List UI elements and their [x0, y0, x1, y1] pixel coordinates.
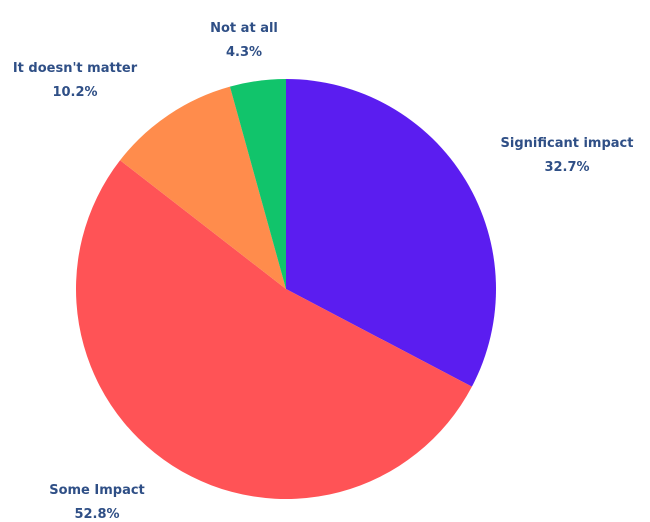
pie-slice-not-at-all — [229, 79, 286, 289]
pie-slice-some-impact — [76, 160, 472, 499]
pie-slice-significant-impact — [286, 79, 496, 387]
slice-percent-some-impact: 52.8% — [74, 507, 119, 522]
slice-percent-not-at-all: 4.3% — [226, 45, 262, 60]
pie-slice-it-doesn-t-matter — [120, 86, 286, 289]
slice-label-it-doesn-t-matter: It doesn't matter — [13, 61, 138, 76]
slice-percent-significant-impact: 32.7% — [544, 160, 589, 175]
pie-labels: Significant impact 32.7% Some Impact 52.8% I… — [13, 21, 634, 522]
slice-label-some-impact: Some Impact — [49, 483, 145, 498]
slice-label-not-at-all: Not at all — [210, 21, 278, 36]
slice-label-significant-impact: Significant impact — [501, 136, 634, 151]
pie-slices — [76, 79, 496, 499]
slice-percent-it-doesn-t-matter: 10.2% — [52, 85, 97, 100]
